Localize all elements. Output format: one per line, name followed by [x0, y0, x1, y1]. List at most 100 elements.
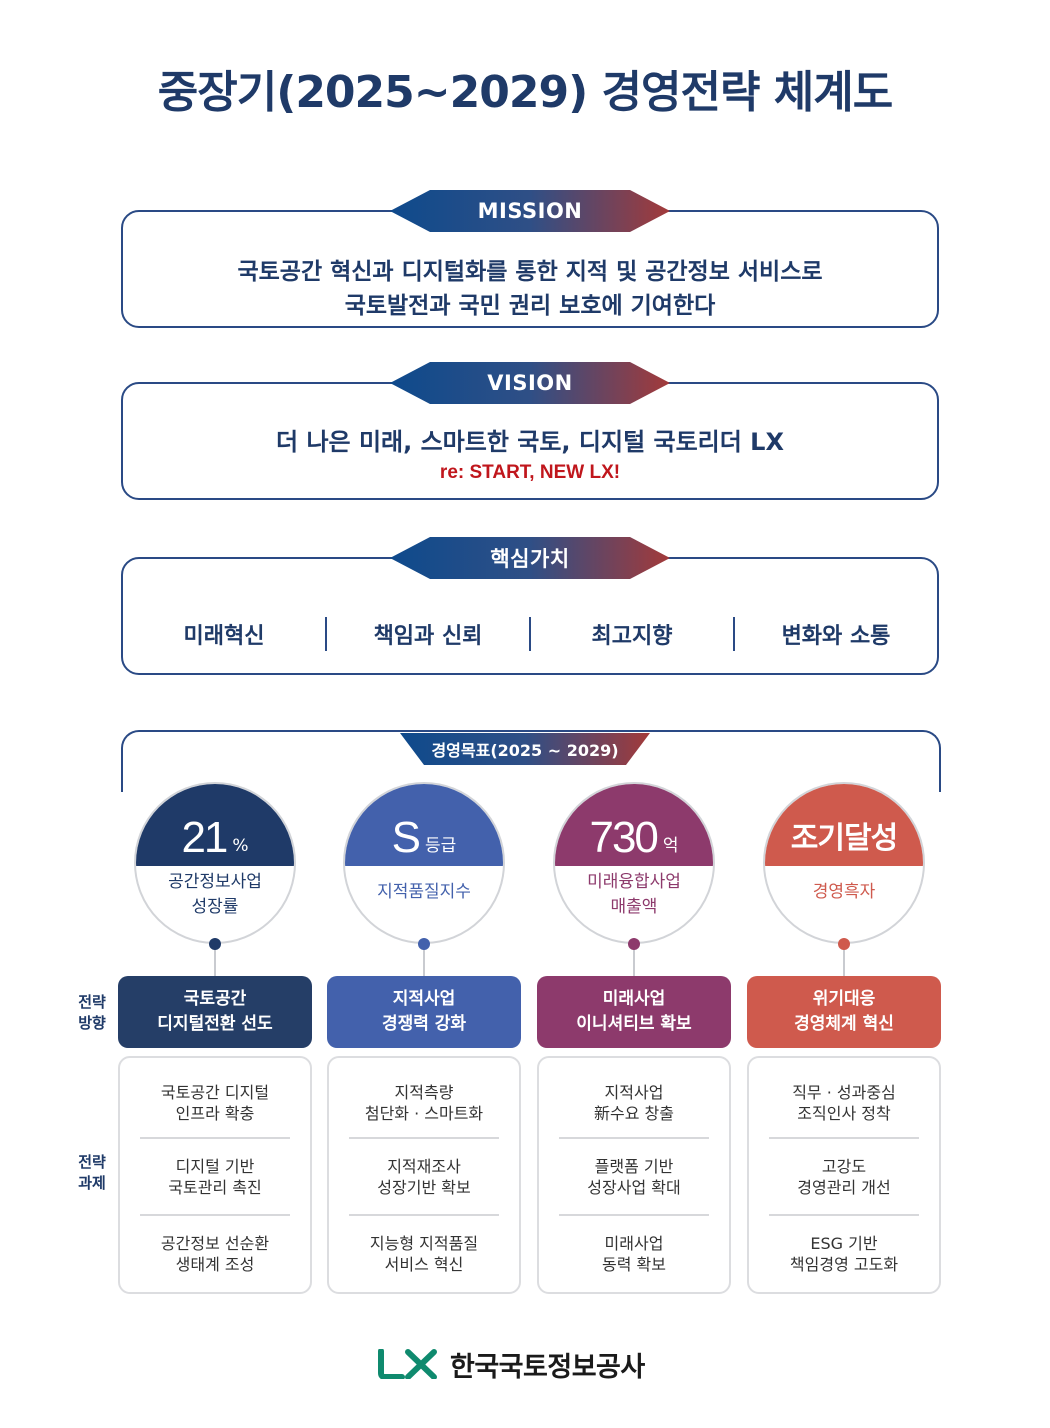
goal-description: 공간정보사업 성장률 — [136, 870, 294, 920]
core-values-row: 미래혁신 책임과 신뢰 최고지향 변화와 소통 — [123, 617, 937, 651]
mission-tab: MISSION — [390, 190, 670, 232]
task-divider — [140, 1137, 290, 1139]
goal-value: 조기달성 — [791, 824, 897, 854]
direction-line: 디지털전환 선도 — [157, 1012, 272, 1037]
goal-desc-line: 성장률 — [136, 895, 294, 920]
goals-label: 경영목표(2025 ~ 2029) — [400, 733, 650, 765]
task-line: 미래사업 — [539, 1233, 729, 1254]
task-line: 新수요 창출 — [539, 1103, 729, 1124]
goal-description: 지적품질지수 — [345, 880, 503, 905]
strategy-tasks-box: 지적사업 新수요 창출 플랫폼 기반 성장사업 확대 미래사업 동력 확보 — [537, 1056, 731, 1294]
connector-dot — [838, 938, 850, 950]
strategy-tasks-box: 지적측량 첨단화 · 스마트화 지적재조사 성장기반 확보 지능형 지적품질 서비스 … — [327, 1056, 521, 1294]
mission-section: MISSION 국토공간 혁신과 디지털화를 통한 지적 및 공간정보 서비스로… — [121, 210, 939, 328]
goal-circle: S 등급 지적품질지수 — [343, 782, 505, 944]
direction-line: 미래사업 — [603, 987, 666, 1012]
strategy-task: 직무 · 성과중심 조직인사 정착 — [749, 1082, 939, 1124]
goal-circle: 조기달성 경영흑자 — [763, 782, 925, 944]
goal-desc-line: 경영흑자 — [765, 880, 923, 905]
task-line: 공간정보 선순환 — [120, 1233, 310, 1254]
strategy-column-4: 조기달성 경영흑자 위기대응 경영체계 혁신 직무 · 성과중심 조직인사 정착 … — [747, 780, 941, 1300]
task-line: 첨단화 · 스마트화 — [329, 1103, 519, 1124]
core-values-section: 핵심가치 미래혁신 책임과 신뢰 최고지향 변화와 소통 — [121, 557, 939, 675]
strategy-task: 지적사업 新수요 창출 — [539, 1082, 729, 1124]
task-divider — [559, 1214, 709, 1216]
page-title: 중장기(2025~2029) 경영전략 체계도 — [0, 56, 1050, 120]
label-line: 과제 — [64, 1173, 120, 1194]
direction-line: 경쟁력 강화 — [382, 1012, 466, 1037]
strategy-task: ESG 기반 책임경영 고도화 — [749, 1233, 939, 1275]
strategy-column-1: 21 % 공간정보사업 성장률 국토공간 디지털전환 선도 국토공간 디지털 인프… — [118, 780, 312, 1300]
strategy-task: 플랫폼 기반 성장사업 확대 — [539, 1156, 729, 1198]
task-divider — [349, 1214, 499, 1216]
task-line: 국토관리 촉진 — [120, 1177, 310, 1198]
strategy-task: 디지털 기반 국토관리 촉진 — [120, 1156, 310, 1198]
strategy-direction: 미래사업 이니셔티브 확보 — [537, 976, 731, 1048]
strategy-task: 지적재조사 성장기반 확보 — [329, 1156, 519, 1198]
goal-desc-line: 지적품질지수 — [345, 880, 503, 905]
goal-description: 미래융합사업 매출액 — [555, 870, 713, 920]
goal-circle: 21 % 공간정보사업 성장률 — [134, 782, 296, 944]
strategy-direction: 위기대응 경영체계 혁신 — [747, 976, 941, 1048]
task-line: 직무 · 성과중심 — [749, 1082, 939, 1103]
label-line: 전략 — [64, 1152, 120, 1173]
task-divider — [140, 1214, 290, 1216]
vision-label: VISION — [390, 362, 670, 404]
goal-circle-top: S 등급 — [345, 784, 503, 866]
label-line: 전략 — [64, 992, 120, 1013]
task-line: 서비스 혁신 — [329, 1254, 519, 1275]
mission-line-2: 국토발전과 국민 권리 보호에 기여한다 — [123, 286, 937, 320]
connector-dot — [209, 938, 221, 950]
goal-circle-top: 21 % — [136, 784, 294, 866]
task-line: 국토공간 디지털 — [120, 1082, 310, 1103]
task-divider — [559, 1137, 709, 1139]
goal-circle-top: 조기달성 — [765, 784, 923, 866]
task-line: 지적사업 — [539, 1082, 729, 1103]
core-value: 책임과 신뢰 — [327, 618, 529, 650]
task-line: 경영관리 개선 — [749, 1177, 939, 1198]
goal-circle-top: 730 억 — [555, 784, 713, 866]
strategy-tasks-label: 전략 과제 — [64, 1152, 120, 1194]
core-value: 변화와 소통 — [735, 618, 937, 650]
task-line: 인프라 확충 — [120, 1103, 310, 1124]
goal-value: 21 — [181, 816, 226, 860]
goal-circle: 730 억 미래융합사업 매출액 — [553, 782, 715, 944]
task-line: 성장기반 확보 — [329, 1177, 519, 1198]
strategy-direction: 지적사업 경쟁력 강화 — [327, 976, 521, 1048]
goal-desc-line: 미래융합사업 — [555, 870, 713, 895]
task-line: 지능형 지적품질 — [329, 1233, 519, 1254]
goal-value: 730 — [589, 816, 656, 860]
org-logo: 한국국토정보공사 — [378, 1344, 645, 1384]
vision-slogan: re: START, NEW LX! — [123, 462, 937, 484]
direction-line: 국토공간 — [184, 987, 247, 1012]
org-name: 한국국토정보공사 — [450, 1345, 645, 1384]
task-line: 지적재조사 — [329, 1156, 519, 1177]
goals-tab: 경영목표(2025 ~ 2029) — [400, 733, 650, 765]
label-line: 방향 — [64, 1013, 120, 1034]
task-line: 성장사업 확대 — [539, 1177, 729, 1198]
connector-dot — [418, 938, 430, 950]
strategy-column-3: 730 억 미래융합사업 매출액 미래사업 이니셔티브 확보 지적사업 新수요 창… — [537, 780, 731, 1300]
strategy-direction: 국토공간 디지털전환 선도 — [118, 976, 312, 1048]
core-values-tab: 핵심가치 — [390, 537, 670, 579]
strategy-tasks-box: 직무 · 성과중심 조직인사 정착 고강도 경영관리 개선 ESG 기반 책임경영 고… — [747, 1056, 941, 1294]
task-line: 동력 확보 — [539, 1254, 729, 1275]
goal-unit: 억 — [663, 831, 679, 856]
connector-dot — [628, 938, 640, 950]
strategy-task: 공간정보 선순환 생태계 조성 — [120, 1233, 310, 1275]
strategy-direction-label: 전략 방향 — [64, 992, 120, 1034]
task-line: 지적측량 — [329, 1082, 519, 1103]
task-line: 고강도 — [749, 1156, 939, 1177]
task-divider — [769, 1214, 919, 1216]
goal-desc-line: 공간정보사업 — [136, 870, 294, 895]
direction-line: 이니셔티브 확보 — [576, 1012, 691, 1037]
task-line: ESG 기반 — [749, 1233, 939, 1254]
mission-line-1: 국토공간 혁신과 디지털화를 통한 지적 및 공간정보 서비스로 — [123, 252, 937, 286]
core-values-label: 핵심가치 — [390, 537, 670, 579]
vision-section: VISION 더 나은 미래, 스마트한 국토, 디지털 국토리더 LX re:… — [121, 382, 939, 500]
direction-line: 지적사업 — [393, 987, 456, 1012]
task-divider — [349, 1137, 499, 1139]
task-line: 플랫폼 기반 — [539, 1156, 729, 1177]
task-line: 책임경영 고도화 — [749, 1254, 939, 1275]
task-divider — [769, 1137, 919, 1139]
